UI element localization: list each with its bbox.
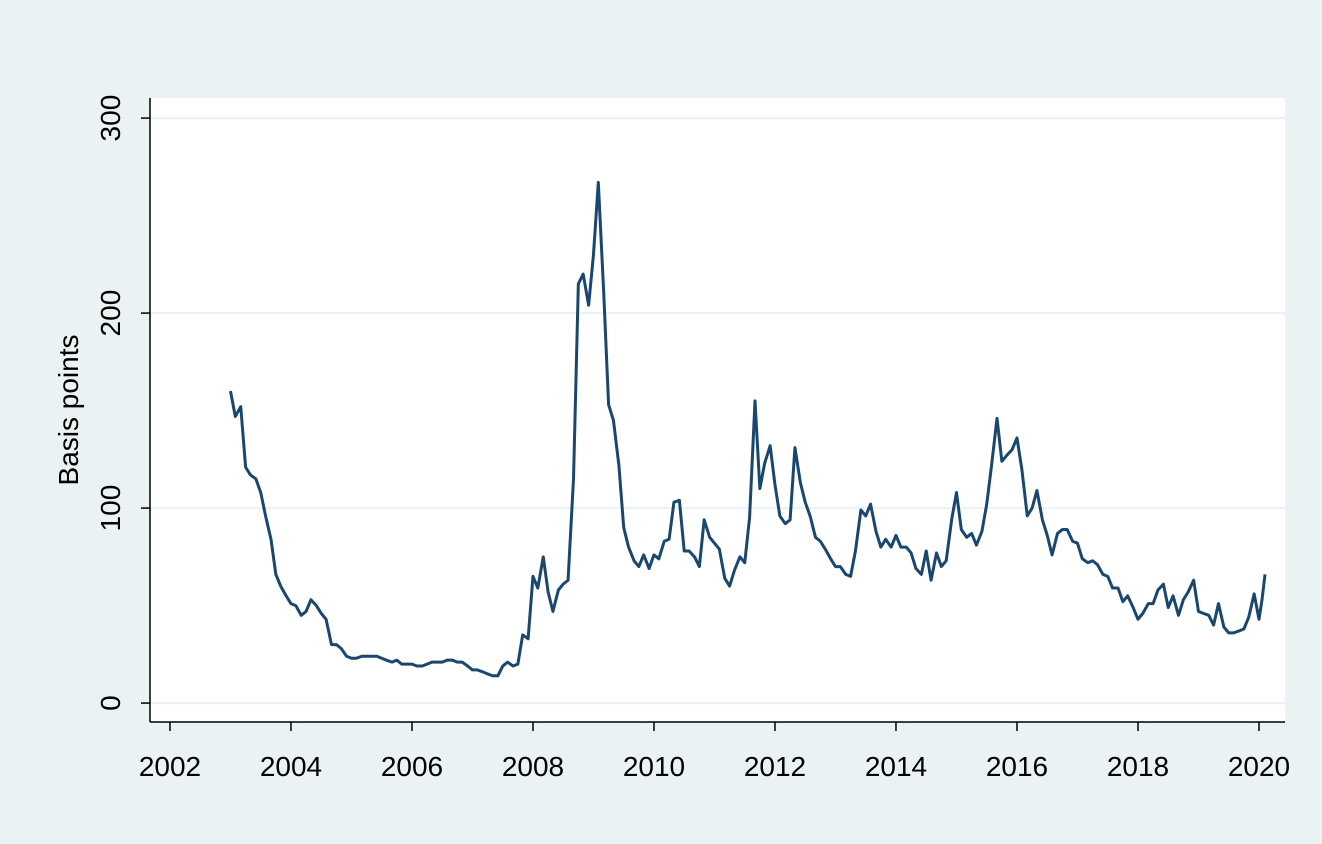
x-tick-label: 2004 bbox=[260, 751, 322, 782]
y-tick-label: 200 bbox=[95, 290, 126, 337]
x-tick-label: 2010 bbox=[623, 751, 685, 782]
line-series bbox=[228, 180, 1267, 678]
x-tick-label: 2006 bbox=[381, 751, 443, 782]
x-tick-label: 2016 bbox=[986, 751, 1048, 782]
y-tick-label: 0 bbox=[95, 695, 126, 711]
x-tick-label: 2002 bbox=[139, 751, 201, 782]
x-tick-label: 2008 bbox=[502, 751, 564, 782]
x-tick-label: 2018 bbox=[1107, 751, 1169, 782]
x-tick-label: 2012 bbox=[744, 751, 806, 782]
x-tick-label: 2020 bbox=[1228, 751, 1290, 782]
y-tick-label: 300 bbox=[95, 95, 126, 142]
y-tick-label: 100 bbox=[95, 485, 126, 532]
y-axis-title: Basis points bbox=[53, 335, 84, 486]
plot-area bbox=[150, 98, 1285, 722]
x-tick-label: 2014 bbox=[865, 751, 927, 782]
